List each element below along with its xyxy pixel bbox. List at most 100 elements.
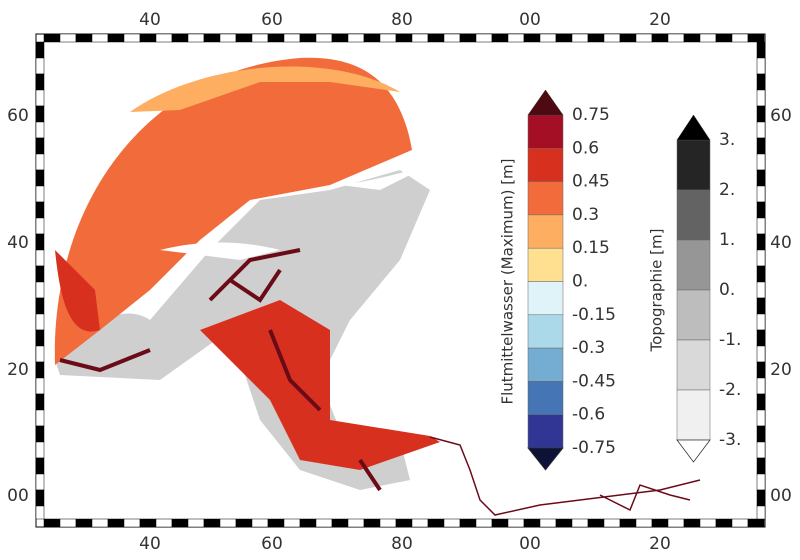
border-seg [587, 33, 605, 43]
border-seg [363, 33, 381, 43]
border-seg [379, 33, 397, 43]
y-label: 60 [7, 106, 29, 126]
border-seg [35, 137, 45, 155]
border-seg [756, 505, 766, 520]
border-seg [507, 518, 525, 528]
border-seg [756, 89, 766, 107]
border-seg [315, 33, 333, 43]
border-seg [35, 89, 45, 107]
border-seg [155, 33, 173, 43]
y-label: 20 [770, 360, 792, 380]
border-seg [715, 33, 733, 43]
border-seg [587, 518, 605, 528]
border-seg [35, 73, 45, 91]
border-seg [756, 281, 766, 299]
border-seg [35, 201, 45, 219]
border-seg [43, 33, 61, 43]
border-seg [35, 297, 45, 315]
border-seg [756, 105, 766, 123]
border-seg [155, 518, 173, 528]
border-seg [699, 518, 717, 528]
flood-area [54, 57, 412, 366]
border-seg [35, 441, 45, 459]
border-seg [35, 153, 45, 171]
border-seg [756, 137, 766, 155]
border-seg [667, 518, 685, 528]
border-seg [139, 518, 157, 528]
border-seg [756, 169, 766, 187]
border-seg [123, 33, 141, 43]
border-seg [555, 518, 573, 528]
colorbar-label: 0.75 [572, 105, 610, 125]
border-seg [427, 33, 445, 43]
border-seg [35, 105, 45, 123]
colorbar-over [527, 89, 564, 116]
border-seg [363, 518, 381, 528]
border-seg [91, 33, 109, 43]
border-seg [756, 249, 766, 267]
border-seg [75, 33, 93, 43]
border-seg [427, 518, 445, 528]
islands [160, 165, 430, 260]
border-seg [507, 33, 525, 43]
border-seg [35, 41, 45, 59]
colorbar-label: -0.75 [572, 438, 616, 458]
x-label: 40 [139, 534, 161, 554]
border-seg [35, 265, 45, 283]
colorbar-title: Flutmittelwasser (Maximum) [m] [499, 158, 517, 404]
border-seg [235, 33, 253, 43]
colorbar-segment [527, 247, 564, 282]
river [429, 436, 701, 516]
border-seg [667, 33, 685, 43]
colorbar-segment [527, 347, 564, 382]
colorbar-label: -2. [719, 380, 741, 400]
x-label: 20 [649, 534, 671, 554]
border-seg [123, 518, 141, 528]
border-seg [283, 33, 301, 43]
colorbar-segment [676, 139, 711, 191]
border-seg [756, 473, 766, 491]
colorbar-label: 0.6 [572, 138, 599, 158]
border-seg [683, 33, 701, 43]
y-label: 00 [7, 486, 29, 506]
border-seg [491, 518, 509, 528]
border-seg [756, 409, 766, 427]
map-area [54, 57, 701, 516]
border-seg [756, 73, 766, 91]
border-seg [523, 33, 541, 43]
border-seg [756, 329, 766, 347]
border-seg [107, 518, 125, 528]
border-seg [75, 518, 93, 528]
border-seg [539, 33, 557, 43]
border-seg [651, 518, 669, 528]
border-seg [35, 233, 45, 251]
flood-area-high [55, 250, 100, 332]
border-seg [35, 57, 45, 75]
colorbar-segment [676, 239, 711, 291]
border-seg [35, 361, 45, 379]
y-label: 40 [7, 233, 29, 253]
border-seg [756, 297, 766, 315]
axis-labels: 40 40 60 60 80 80 00 00 20 20 60 60 40 40 20 20 00 00 [7, 10, 792, 554]
border-seg [555, 33, 573, 43]
border-seg [35, 185, 45, 203]
border-seg [35, 121, 45, 139]
border-seg [395, 518, 413, 528]
border-seg [459, 33, 477, 43]
colorbar-label: -1. [719, 330, 741, 350]
border-seg [347, 33, 365, 43]
estuary [200, 300, 440, 470]
colorbar-title: Topographie [m] [648, 229, 666, 353]
frame-border [35, 33, 766, 528]
colorbar-label: 1. [719, 230, 735, 250]
border-seg [603, 33, 621, 43]
border-seg [35, 393, 45, 411]
border-seg [251, 518, 269, 528]
border-seg [635, 33, 653, 43]
border-seg [475, 33, 493, 43]
colorbar-label: 0.3 [572, 205, 599, 225]
border-seg [756, 201, 766, 219]
x-label: 80 [391, 534, 413, 554]
border-seg [747, 33, 765, 43]
